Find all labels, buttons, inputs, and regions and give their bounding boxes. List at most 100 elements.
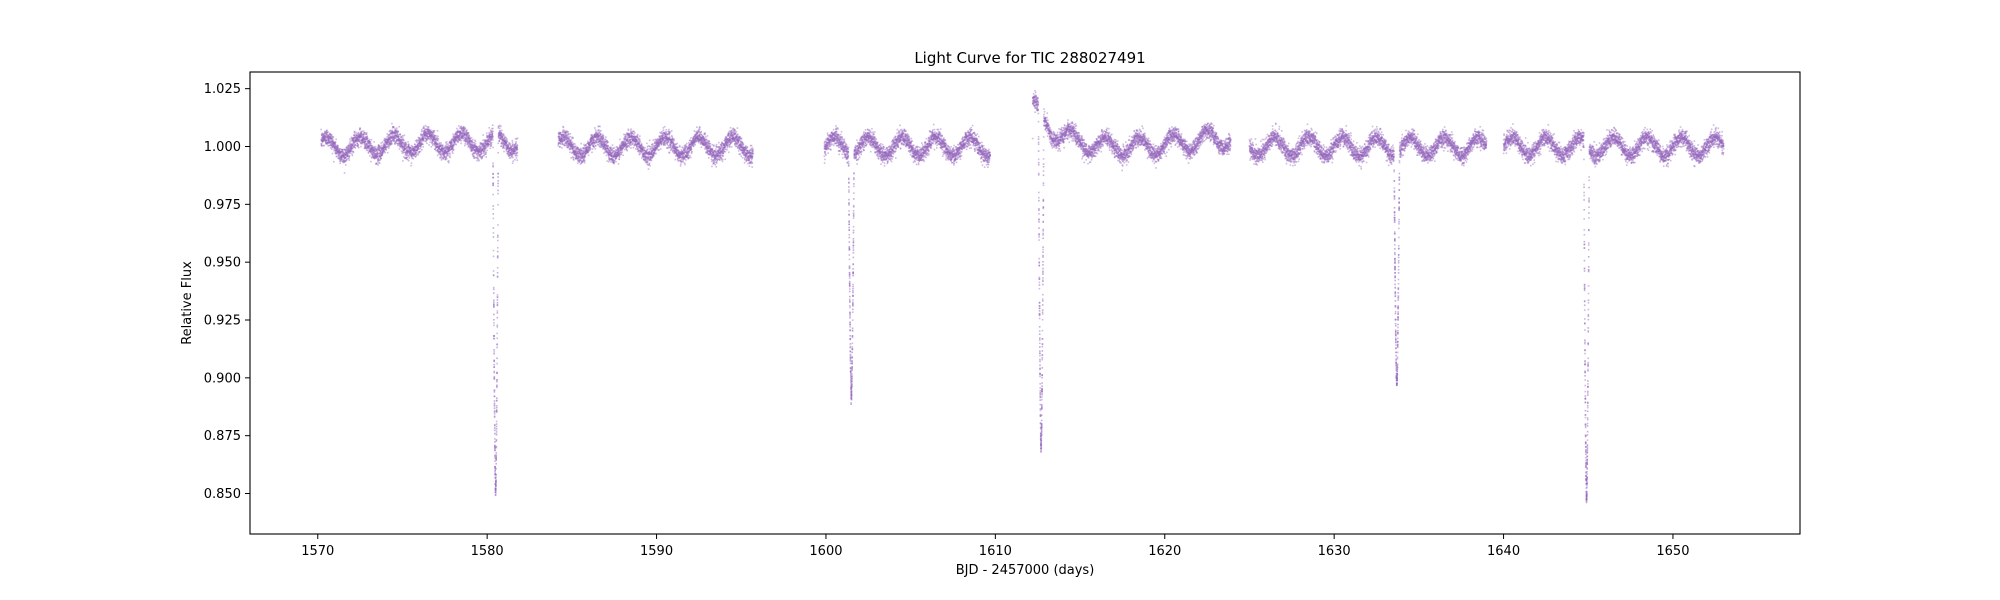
data-point: [337, 155, 340, 157]
data-point: [401, 160, 404, 162]
data-point: [380, 152, 382, 155]
data-point: [372, 147, 375, 149]
data-point: [380, 153, 383, 156]
data-point: [331, 142, 333, 145]
data-point: [436, 130, 439, 132]
data-point: [339, 162, 341, 165]
data-point: [345, 154, 347, 156]
data-point: [366, 149, 369, 152]
data-point: [337, 150, 339, 153]
data-point: [371, 146, 374, 149]
data-point: [371, 148, 374, 151]
data-point: [340, 157, 343, 159]
data-point: [492, 292, 495, 294]
data-point: [364, 145, 367, 147]
data-point: [364, 140, 366, 142]
data-point: [382, 146, 385, 148]
data-point: [658, 149, 660, 151]
data-point: [373, 146, 375, 149]
data-point: [326, 131, 329, 134]
data-point: [619, 138, 621, 141]
data-point: [369, 147, 372, 149]
data-point: [379, 150, 381, 152]
data-point: [337, 151, 340, 153]
data-point: [494, 491, 497, 493]
data-point: [340, 153, 342, 156]
data-point: [348, 155, 351, 158]
data-point: [379, 151, 381, 154]
data-point: [345, 152, 348, 154]
data-point: [352, 140, 354, 142]
data-point: [369, 151, 372, 154]
data-point: [361, 137, 364, 140]
data-point: [496, 379, 498, 381]
data-point: [359, 132, 361, 135]
data-point: [376, 146, 379, 148]
data-point: [335, 145, 338, 148]
data-point: [321, 139, 324, 142]
data-point: [330, 136, 332, 139]
data-point: [495, 420, 498, 423]
data-point: [574, 145, 577, 147]
data-point: [323, 140, 325, 142]
data-point: [357, 135, 360, 138]
data-point: [360, 131, 363, 133]
data-point: [367, 143, 369, 146]
data-point: [379, 145, 382, 148]
data-point: [327, 138, 330, 140]
data-point: [648, 139, 651, 142]
data-point: [330, 142, 333, 144]
data-point: [449, 154, 451, 156]
data-point: [347, 147, 350, 149]
data-point: [380, 147, 382, 149]
data-point: [338, 149, 341, 152]
data-point: [339, 157, 341, 159]
data-point: [352, 138, 355, 140]
data-point: [375, 156, 377, 159]
data-point: [358, 136, 361, 139]
data-point: [389, 144, 392, 146]
data-point: [328, 136, 330, 139]
data-point: [338, 151, 340, 154]
data-point: [348, 147, 350, 149]
data-point: [328, 135, 330, 138]
data-point: [453, 149, 455, 151]
data-point: [368, 140, 371, 143]
data-point: [364, 144, 366, 147]
data-point: [494, 489, 497, 492]
data-point: [438, 141, 441, 144]
data-point: [323, 130, 326, 133]
data-point: [321, 132, 323, 135]
data-point: [354, 138, 357, 141]
data-point: [493, 318, 495, 321]
data-point: [437, 135, 439, 138]
data-point: [341, 152, 343, 155]
data-point: [330, 141, 332, 143]
data-point: [353, 136, 355, 139]
data-point: [331, 137, 333, 140]
data-point: [484, 149, 486, 152]
data-point: [352, 151, 355, 154]
data-point: [493, 400, 496, 402]
data-point: [358, 140, 361, 143]
data-point: [354, 139, 357, 142]
data-point: [355, 139, 357, 142]
data-point: [388, 134, 391, 136]
data-point: [357, 144, 360, 146]
data-point: [353, 144, 356, 147]
data-point: [621, 151, 624, 153]
data-point: [332, 145, 335, 148]
data-point: [343, 161, 346, 164]
data-point: [492, 127, 494, 130]
data-point: [377, 147, 380, 149]
data-point: [509, 142, 512, 145]
data-point: [381, 146, 384, 149]
data-point: [355, 140, 357, 142]
data-point: [359, 140, 362, 142]
data-point: [606, 160, 609, 162]
data-point: [663, 125, 666, 128]
data-point: [361, 142, 363, 145]
data-point: [496, 397, 498, 399]
data-point: [378, 154, 381, 156]
data-point: [348, 151, 350, 153]
